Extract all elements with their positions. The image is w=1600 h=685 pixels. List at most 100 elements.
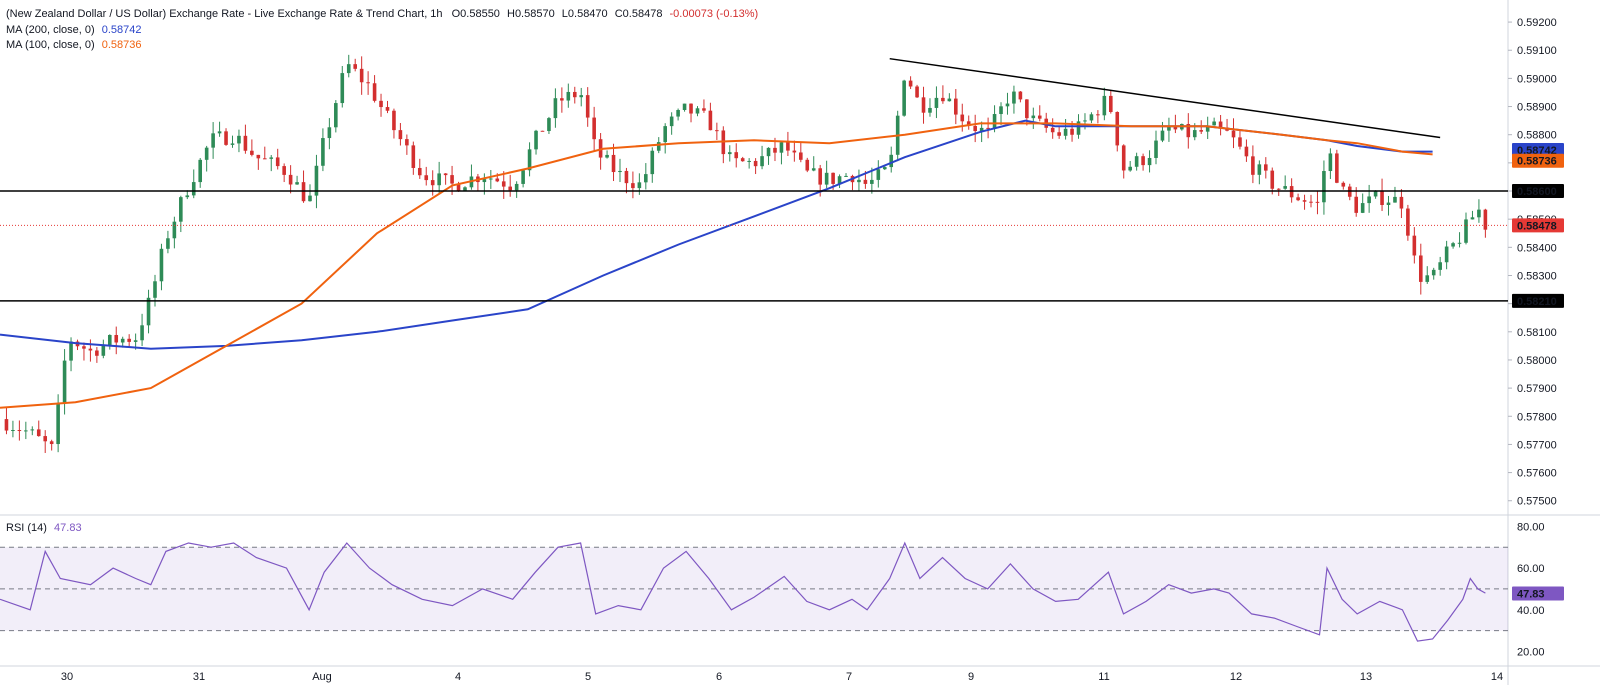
time-axis[interactable]: 30 31 Aug 4 5 6 7 9 11 12 13 14 xyxy=(61,671,1503,683)
candle-body xyxy=(605,154,609,158)
candle-body xyxy=(1451,243,1455,247)
candle-body xyxy=(1238,137,1242,147)
candle-body xyxy=(417,167,422,176)
candle-body xyxy=(811,168,816,171)
candle-body xyxy=(1192,130,1197,138)
ma100-line xyxy=(0,122,1433,409)
rsi-current-badge: 47.83 xyxy=(1517,588,1545,600)
candle-body xyxy=(1276,188,1281,190)
candle-body xyxy=(1141,156,1145,166)
candle-body xyxy=(1089,114,1094,121)
candle-body xyxy=(960,114,965,122)
moving-averages xyxy=(0,119,1433,409)
chart-title: (New Zealand Dollar / US Dollar) Exchang… xyxy=(6,8,443,20)
candle-body xyxy=(947,98,952,102)
candle-body xyxy=(1399,196,1404,209)
candle-body xyxy=(1328,153,1333,172)
candle-body xyxy=(1483,209,1488,230)
time-tick-label: 7 xyxy=(846,671,852,683)
candle-body xyxy=(1354,196,1359,213)
candle-body xyxy=(269,157,274,159)
candle-body xyxy=(224,131,228,145)
candle-body xyxy=(999,106,1003,115)
price-axis[interactable]: 0.59200 0.59100 0.59000 0.58900 0.58800 0.587… xyxy=(1508,17,1557,508)
candle-body xyxy=(973,125,977,132)
candle-body xyxy=(1076,121,1081,135)
price-tick-label: 0.57700 xyxy=(1517,439,1557,451)
candle-body xyxy=(1431,269,1436,276)
candle-body xyxy=(43,436,48,442)
candle-body xyxy=(921,97,926,113)
candle-body xyxy=(392,110,396,131)
rsi-legend[interactable]: RSI (14) 47.83 xyxy=(6,521,82,535)
candle-body xyxy=(508,186,512,191)
candle-body xyxy=(1167,127,1171,131)
candle-body xyxy=(760,156,764,167)
candle-body xyxy=(534,130,538,150)
candle-body xyxy=(437,173,441,186)
candle-body xyxy=(611,154,616,173)
candle-body xyxy=(282,166,286,175)
rsi-series-line xyxy=(0,541,1486,642)
candle-body xyxy=(1218,121,1223,128)
candle-body xyxy=(1102,95,1107,116)
candle-body xyxy=(463,187,467,191)
candle-body xyxy=(740,158,745,162)
ma200-badge-bg xyxy=(1512,143,1564,158)
candle-body xyxy=(88,348,93,351)
candle-body xyxy=(553,98,558,119)
candle-body xyxy=(560,98,564,101)
candle-body xyxy=(1464,219,1468,243)
candle-body xyxy=(1406,208,1410,236)
candle-body xyxy=(49,441,54,445)
ma100-legend[interactable]: MA (100, close, 0) 0.58736 xyxy=(6,38,141,52)
candle-body xyxy=(179,197,183,222)
candle-body xyxy=(1257,164,1262,175)
candle-body xyxy=(637,182,642,189)
candle-body xyxy=(456,183,461,191)
candle-body xyxy=(1050,127,1055,133)
candle-body xyxy=(1005,103,1010,107)
candle-body xyxy=(295,182,299,185)
level-badge-bg xyxy=(1512,184,1564,199)
candle-body xyxy=(1457,242,1462,244)
candle-body xyxy=(314,165,319,196)
candle-body xyxy=(17,430,22,432)
candle-body xyxy=(676,109,680,117)
candle-body xyxy=(1115,112,1120,146)
time-tick-label: 5 xyxy=(585,671,591,683)
candle-body xyxy=(62,360,67,403)
candle-body xyxy=(1283,186,1287,189)
candle-body xyxy=(650,150,655,175)
candle-body xyxy=(327,127,332,139)
candle-body xyxy=(1160,130,1165,141)
candle-body xyxy=(159,248,164,282)
candle-body xyxy=(1186,123,1191,138)
candle-body xyxy=(631,183,635,189)
ma100-value: 0.58736 xyxy=(101,39,142,51)
candle-body xyxy=(1412,235,1417,256)
candle-body xyxy=(1173,127,1178,130)
candle-body xyxy=(321,138,325,166)
candle-body xyxy=(120,338,125,343)
time-tick-label: Aug xyxy=(312,671,332,683)
current-price-badge: 0.58478 xyxy=(1517,220,1557,232)
candle-body xyxy=(792,150,797,153)
ma200-line xyxy=(0,119,1433,350)
ma200-legend[interactable]: MA (200, close, 0) 0.58742 xyxy=(6,23,141,37)
price-tick-label: 0.57500 xyxy=(1517,496,1557,508)
time-tick-label: 30 xyxy=(61,671,73,683)
candle-body xyxy=(172,221,177,239)
candle-body xyxy=(95,350,99,356)
rsi-axis[interactable]: 80.00 60.00 40.00 20.00 xyxy=(1517,521,1545,658)
level-badge: 0.58210 xyxy=(1517,296,1557,308)
candle-body xyxy=(1018,91,1023,100)
candle-body xyxy=(379,100,383,108)
candle-body xyxy=(889,154,894,168)
candle-body xyxy=(1315,201,1320,203)
time-tick-label: 4 xyxy=(455,671,461,683)
candle-body xyxy=(30,429,35,431)
candle-body xyxy=(501,181,506,187)
